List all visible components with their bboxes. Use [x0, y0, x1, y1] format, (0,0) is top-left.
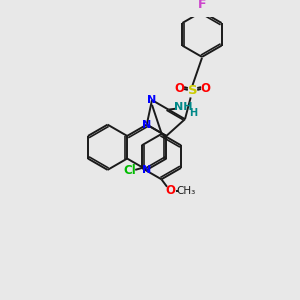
Text: H: H — [189, 108, 197, 118]
Text: S: S — [188, 84, 197, 98]
Text: N: N — [142, 120, 152, 130]
Text: O: O — [174, 82, 184, 95]
Text: N: N — [142, 165, 152, 175]
Text: NH: NH — [174, 102, 193, 112]
Text: N: N — [147, 95, 157, 105]
Text: CH₃: CH₃ — [176, 186, 196, 196]
Text: O: O — [201, 82, 211, 95]
Text: O: O — [166, 184, 176, 197]
Text: F: F — [198, 0, 206, 11]
Text: Cl: Cl — [123, 164, 136, 177]
